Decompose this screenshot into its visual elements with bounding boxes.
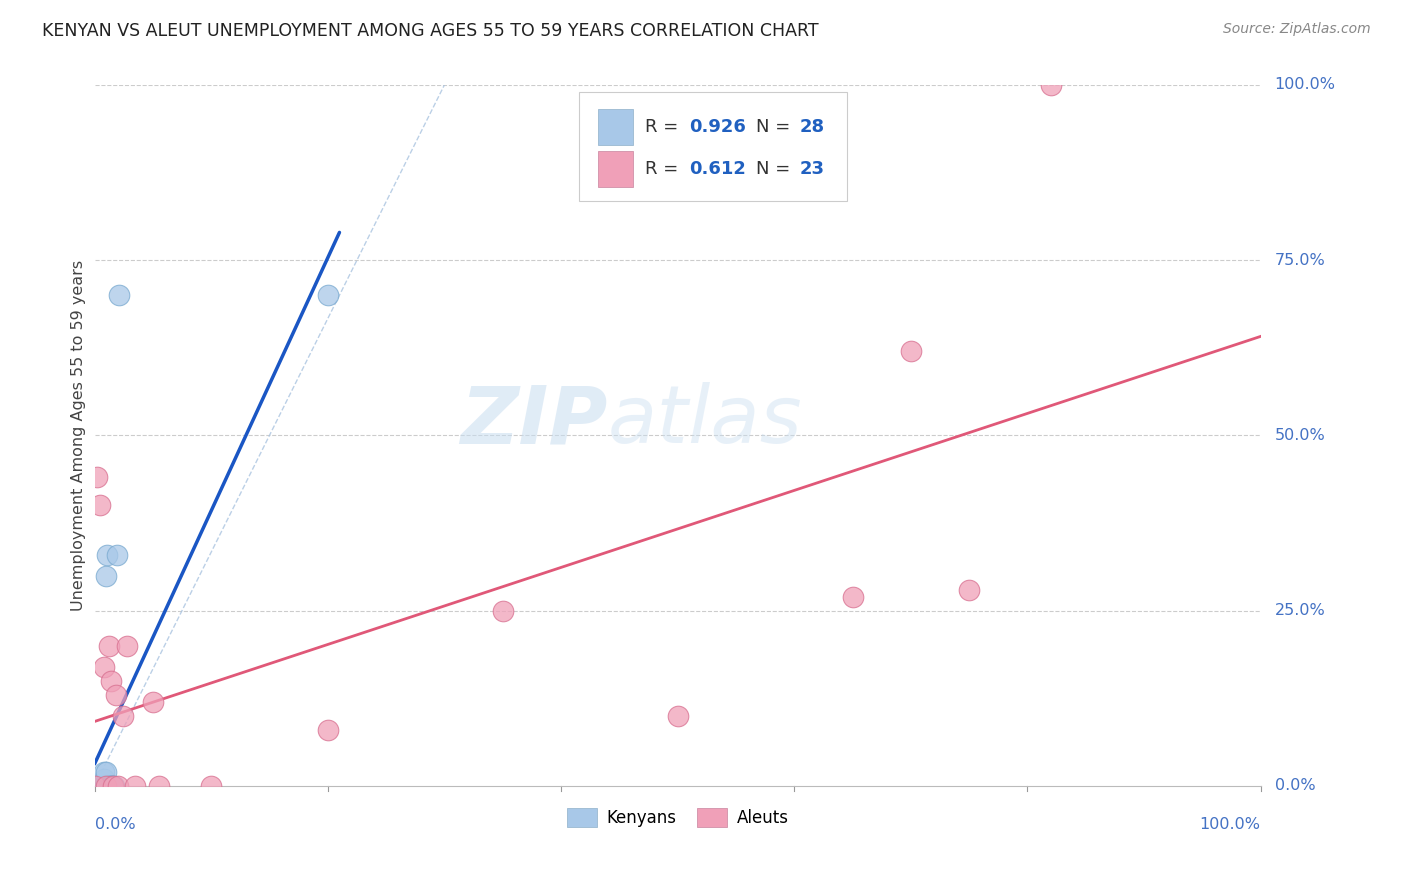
Point bbox=[142, 695, 165, 709]
Point bbox=[87, 779, 110, 793]
Point bbox=[957, 582, 980, 597]
Text: R =: R = bbox=[645, 160, 683, 178]
Point bbox=[316, 723, 339, 737]
Point bbox=[96, 548, 118, 562]
Text: Source: ZipAtlas.com: Source: ZipAtlas.com bbox=[1223, 22, 1371, 37]
Point bbox=[104, 688, 127, 702]
Point bbox=[492, 604, 515, 618]
Point bbox=[89, 779, 111, 793]
Text: 75.0%: 75.0% bbox=[1275, 252, 1326, 268]
Point bbox=[91, 779, 114, 793]
Point bbox=[105, 548, 128, 562]
Point bbox=[101, 779, 124, 793]
Point bbox=[89, 499, 111, 513]
Point bbox=[316, 288, 339, 302]
Point bbox=[900, 344, 922, 359]
Text: N =: N = bbox=[756, 118, 796, 136]
Point bbox=[200, 779, 222, 793]
Point bbox=[90, 779, 112, 793]
Text: 100.0%: 100.0% bbox=[1275, 78, 1336, 93]
Point bbox=[83, 779, 105, 793]
Text: atlas: atlas bbox=[607, 383, 803, 460]
Point bbox=[83, 779, 105, 793]
Bar bbox=[599, 109, 633, 145]
Point bbox=[148, 779, 170, 793]
Point bbox=[96, 779, 118, 793]
Point bbox=[89, 779, 111, 793]
Point bbox=[103, 779, 125, 793]
Point bbox=[90, 779, 112, 793]
Text: 25.0%: 25.0% bbox=[1275, 603, 1326, 618]
Point bbox=[86, 470, 108, 484]
Point bbox=[111, 708, 134, 723]
Point bbox=[83, 779, 105, 793]
Point bbox=[83, 779, 105, 793]
Text: 0.926: 0.926 bbox=[689, 118, 747, 136]
Point bbox=[103, 779, 125, 793]
Text: 100.0%: 100.0% bbox=[1199, 817, 1261, 832]
FancyBboxPatch shape bbox=[578, 92, 846, 201]
Point bbox=[115, 639, 138, 653]
Point bbox=[96, 568, 118, 582]
Point bbox=[108, 288, 131, 302]
Point bbox=[124, 779, 146, 793]
Point bbox=[93, 659, 115, 673]
Point bbox=[91, 779, 114, 793]
Point bbox=[93, 772, 115, 786]
Point bbox=[841, 590, 863, 604]
Point bbox=[1039, 78, 1062, 92]
Text: R =: R = bbox=[645, 118, 683, 136]
Point bbox=[94, 779, 117, 793]
Point bbox=[107, 779, 129, 793]
Bar bbox=[599, 151, 633, 187]
Text: 0.612: 0.612 bbox=[689, 160, 747, 178]
Point bbox=[97, 779, 120, 793]
Text: 28: 28 bbox=[800, 118, 825, 136]
Point bbox=[100, 779, 122, 793]
Y-axis label: Unemployment Among Ages 55 to 59 years: Unemployment Among Ages 55 to 59 years bbox=[72, 260, 86, 611]
Point bbox=[83, 779, 105, 793]
Point bbox=[103, 779, 125, 793]
Text: 0.0%: 0.0% bbox=[94, 817, 135, 832]
Point bbox=[100, 673, 122, 688]
Text: N =: N = bbox=[756, 160, 796, 178]
Point bbox=[98, 779, 121, 793]
Text: ZIP: ZIP bbox=[460, 383, 607, 460]
Point bbox=[89, 779, 111, 793]
Point bbox=[97, 639, 120, 653]
Point bbox=[93, 764, 115, 779]
Legend: Kenyans, Aleuts: Kenyans, Aleuts bbox=[560, 801, 796, 833]
Point bbox=[96, 764, 118, 779]
Text: KENYAN VS ALEUT UNEMPLOYMENT AMONG AGES 55 TO 59 YEARS CORRELATION CHART: KENYAN VS ALEUT UNEMPLOYMENT AMONG AGES … bbox=[42, 22, 818, 40]
Text: 50.0%: 50.0% bbox=[1275, 428, 1326, 442]
Point bbox=[666, 708, 689, 723]
Text: 23: 23 bbox=[800, 160, 825, 178]
Point bbox=[83, 779, 105, 793]
Text: 0.0%: 0.0% bbox=[1275, 779, 1315, 793]
